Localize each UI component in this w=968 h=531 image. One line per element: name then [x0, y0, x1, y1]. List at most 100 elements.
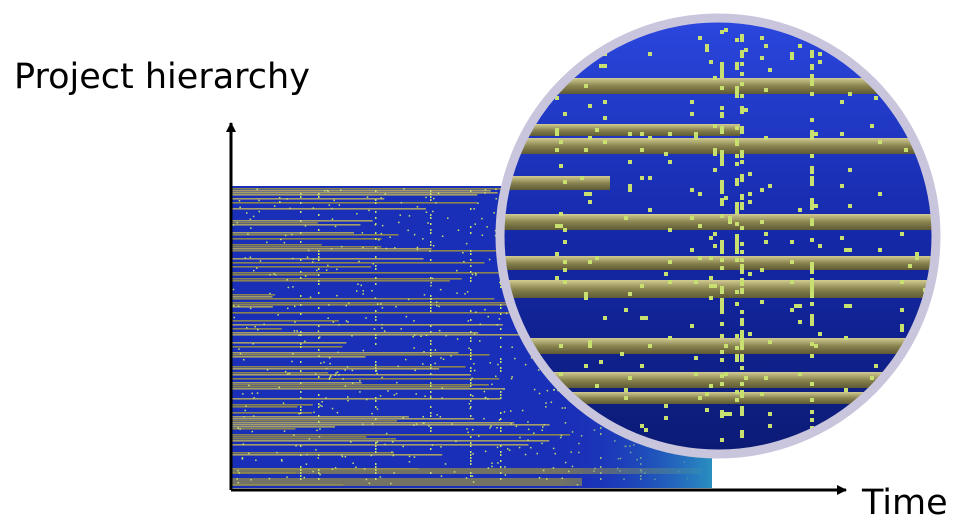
lens-change-marker	[735, 238, 739, 242]
change-marker	[545, 402, 547, 404]
change-marker	[329, 362, 331, 365]
lens-change-marker	[923, 344, 927, 348]
change-marker	[436, 304, 438, 307]
change-marker	[300, 391, 302, 393]
change-marker	[497, 462, 499, 464]
lens-change-marker	[735, 154, 739, 158]
change-marker	[318, 403, 320, 405]
lens-change-marker	[698, 396, 702, 400]
change-marker	[246, 327, 248, 329]
olive-bar	[232, 372, 329, 374]
lens-change-marker	[740, 334, 744, 338]
change-marker	[252, 215, 255, 218]
change-marker	[470, 208, 472, 210]
change-marker	[338, 324, 340, 326]
change-marker	[393, 394, 396, 396]
change-marker	[496, 446, 499, 449]
lens-olive-bar	[500, 392, 936, 404]
change-marker	[258, 210, 260, 213]
change-marker	[472, 428, 474, 431]
lens-change-marker	[740, 50, 744, 54]
lens-change-marker	[908, 80, 912, 84]
lens-change-marker	[588, 260, 592, 264]
olive-bar	[232, 366, 466, 368]
change-marker	[542, 426, 544, 428]
lens-change-marker	[740, 82, 744, 86]
olive-bar	[232, 444, 529, 446]
olive-bar	[232, 232, 355, 234]
lens-change-marker	[760, 300, 764, 304]
lens-change-marker	[640, 284, 644, 288]
lens-change-marker	[664, 416, 668, 420]
olive-bar	[232, 278, 462, 280]
change-marker	[253, 397, 255, 399]
lens-change-marker	[810, 382, 814, 386]
change-marker	[475, 274, 477, 276]
lens-change-marker	[810, 278, 814, 282]
lens-change-marker	[709, 296, 713, 300]
change-marker	[470, 460, 472, 462]
change-marker	[362, 293, 364, 295]
olive-bar	[232, 324, 503, 326]
lens-olive-bar	[500, 138, 936, 154]
olive-bar	[232, 418, 475, 420]
lens-change-marker	[713, 168, 717, 172]
lens-change-marker	[588, 104, 592, 108]
change-marker	[237, 305, 240, 307]
lens-change-marker	[764, 376, 768, 380]
change-marker	[383, 330, 386, 332]
lens-change-marker	[694, 280, 698, 284]
change-marker	[256, 188, 258, 190]
change-marker	[340, 454, 343, 456]
lens-change-marker	[735, 162, 739, 166]
change-marker	[241, 458, 244, 460]
change-marker	[496, 427, 498, 429]
change-marker	[320, 362, 322, 364]
change-marker	[300, 397, 302, 399]
change-marker	[484, 397, 486, 399]
lens-change-marker	[640, 148, 644, 152]
change-marker	[483, 390, 486, 393]
change-marker	[368, 482, 371, 484]
change-marker	[500, 307, 502, 309]
change-marker	[347, 396, 349, 398]
change-marker	[504, 466, 506, 468]
change-marker	[430, 223, 432, 225]
change-marker	[422, 363, 424, 365]
olive-bar	[232, 280, 450, 282]
change-marker	[435, 301, 438, 303]
lens-change-marker	[740, 178, 744, 182]
olive-bar	[232, 406, 298, 408]
change-marker	[347, 321, 349, 323]
lens-change-marker	[768, 68, 772, 72]
change-marker	[510, 423, 512, 425]
lens-change-marker	[848, 304, 852, 308]
change-marker	[486, 226, 488, 228]
change-marker	[470, 394, 472, 396]
change-marker	[318, 394, 320, 396]
lens-change-marker	[559, 164, 563, 168]
change-marker	[298, 334, 300, 336]
lens-change-marker	[744, 48, 748, 52]
change-marker	[467, 320, 470, 322]
olive-bar	[232, 222, 318, 224]
lens-change-marker	[735, 358, 739, 362]
change-marker	[431, 277, 434, 280]
change-marker	[341, 455, 344, 458]
change-marker	[500, 466, 502, 468]
change-marker	[336, 268, 338, 271]
lens-change-marker	[810, 410, 814, 414]
change-marker	[351, 335, 353, 337]
change-marker	[463, 261, 465, 263]
change-marker	[553, 389, 555, 391]
lens-change-marker	[900, 328, 904, 332]
olive-bar	[232, 220, 373, 222]
lens-change-marker	[709, 60, 713, 64]
change-marker	[375, 319, 377, 321]
change-marker	[489, 362, 491, 364]
change-marker	[430, 295, 432, 297]
lens-change-marker	[603, 64, 607, 68]
change-marker	[358, 260, 360, 263]
change-marker	[552, 447, 555, 450]
change-marker	[511, 376, 513, 378]
